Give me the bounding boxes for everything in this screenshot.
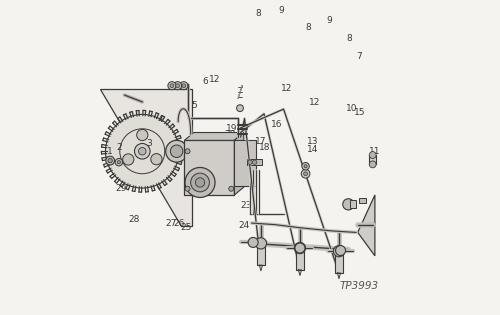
- Circle shape: [136, 129, 148, 140]
- Circle shape: [302, 163, 310, 170]
- Text: 8: 8: [346, 34, 352, 43]
- Text: 20: 20: [224, 129, 235, 139]
- Circle shape: [168, 82, 176, 90]
- Circle shape: [170, 145, 183, 158]
- Text: 15: 15: [354, 108, 366, 117]
- Polygon shape: [184, 133, 244, 140]
- Text: 27: 27: [166, 219, 177, 228]
- Circle shape: [185, 149, 190, 154]
- Circle shape: [190, 173, 210, 192]
- Text: 26: 26: [173, 219, 184, 228]
- Polygon shape: [296, 251, 304, 270]
- Circle shape: [185, 186, 190, 191]
- Text: 12: 12: [210, 75, 220, 84]
- Circle shape: [304, 172, 308, 175]
- Text: 16: 16: [271, 120, 282, 129]
- Text: 23: 23: [240, 201, 252, 210]
- Circle shape: [248, 160, 252, 164]
- Text: 12: 12: [281, 84, 292, 93]
- Circle shape: [120, 129, 165, 174]
- Text: 25: 25: [180, 223, 192, 232]
- Circle shape: [334, 246, 344, 257]
- Text: 3: 3: [146, 139, 152, 148]
- Text: 21: 21: [226, 136, 237, 145]
- Circle shape: [180, 82, 188, 90]
- Circle shape: [336, 246, 345, 255]
- Circle shape: [170, 84, 174, 88]
- Circle shape: [294, 243, 306, 254]
- Circle shape: [304, 165, 307, 168]
- Text: TP3993: TP3993: [339, 281, 378, 290]
- Circle shape: [248, 238, 258, 247]
- Polygon shape: [358, 195, 375, 256]
- Circle shape: [236, 105, 244, 112]
- Circle shape: [301, 169, 310, 178]
- Circle shape: [106, 156, 114, 165]
- Circle shape: [151, 154, 162, 165]
- Circle shape: [118, 161, 120, 164]
- Circle shape: [182, 84, 186, 88]
- Circle shape: [185, 168, 215, 198]
- Text: 28: 28: [129, 215, 140, 224]
- Text: 8: 8: [306, 23, 312, 32]
- Text: 2: 2: [116, 143, 121, 152]
- Text: 6: 6: [203, 77, 208, 86]
- Circle shape: [166, 140, 188, 162]
- Text: 9: 9: [326, 16, 332, 25]
- Circle shape: [229, 186, 234, 191]
- Circle shape: [115, 158, 122, 166]
- Circle shape: [122, 154, 134, 165]
- Polygon shape: [257, 246, 265, 265]
- Circle shape: [342, 199, 354, 210]
- Text: 14: 14: [307, 145, 318, 154]
- Polygon shape: [247, 159, 262, 165]
- Circle shape: [108, 158, 112, 163]
- Polygon shape: [234, 133, 244, 195]
- Text: 19: 19: [226, 124, 237, 133]
- Text: 18: 18: [259, 143, 270, 152]
- Polygon shape: [184, 140, 234, 195]
- Text: 12: 12: [310, 98, 320, 107]
- Polygon shape: [335, 254, 343, 273]
- Circle shape: [134, 143, 150, 159]
- Polygon shape: [370, 155, 376, 164]
- Text: 29: 29: [115, 184, 126, 192]
- Polygon shape: [100, 89, 192, 226]
- Circle shape: [252, 160, 257, 164]
- Circle shape: [106, 114, 179, 188]
- Text: 5: 5: [192, 101, 198, 111]
- Circle shape: [370, 152, 376, 158]
- Circle shape: [174, 82, 182, 90]
- Circle shape: [370, 161, 376, 168]
- Text: 4: 4: [158, 115, 163, 124]
- Polygon shape: [350, 200, 356, 208]
- Polygon shape: [358, 198, 366, 203]
- Text: 17: 17: [255, 137, 266, 146]
- Circle shape: [196, 178, 204, 187]
- Circle shape: [176, 84, 180, 88]
- Text: 10: 10: [346, 104, 357, 113]
- Text: 8: 8: [256, 9, 262, 18]
- Text: 24: 24: [239, 221, 250, 230]
- Text: 1: 1: [107, 147, 113, 156]
- Text: 13: 13: [306, 137, 318, 146]
- Text: 7: 7: [356, 52, 362, 60]
- Text: 22: 22: [236, 159, 248, 168]
- Polygon shape: [234, 140, 256, 186]
- Text: 11: 11: [369, 147, 380, 156]
- Circle shape: [295, 243, 305, 253]
- Circle shape: [138, 147, 146, 155]
- Circle shape: [256, 238, 266, 249]
- Text: 9: 9: [278, 6, 284, 15]
